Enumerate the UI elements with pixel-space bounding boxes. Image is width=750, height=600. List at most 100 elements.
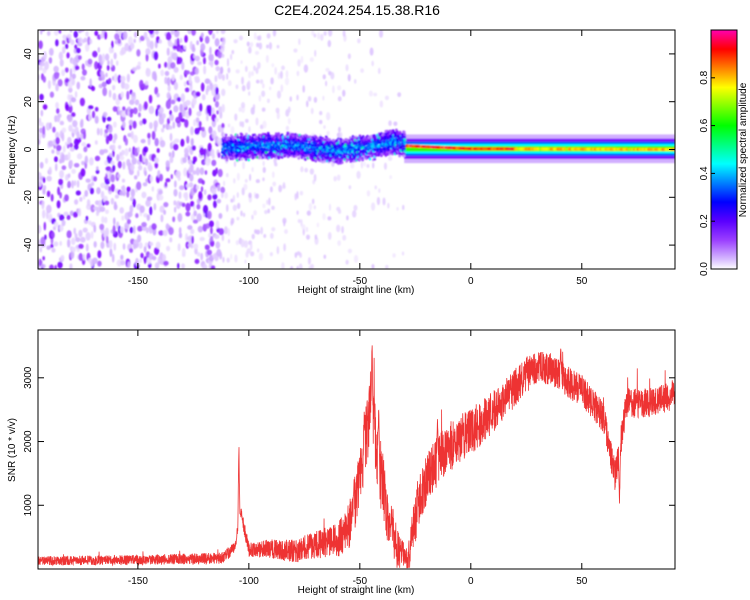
colorbar-ticks: 0.0 0.2 0.4 0.6 0.8 (699, 70, 715, 276)
spectrogram-x-axis-label: Height of straight line (km) (298, 285, 415, 296)
spectrogram-cell (83, 131, 87, 140)
spectrogram-cell (138, 242, 143, 249)
spectrogram-cell (313, 205, 316, 210)
spectrogram-cell (212, 33, 216, 40)
spectrogram-cell (317, 32, 320, 40)
spectrogram-cell (68, 124, 73, 132)
spectrogram-cell (208, 232, 211, 238)
spectrogram-cell (238, 35, 243, 41)
spectrogram-cell (120, 226, 124, 234)
spectrogram-cell (61, 133, 65, 142)
spectrogram-cell (154, 157, 159, 164)
spectrogram-cell (402, 130, 406, 134)
spectrogram-cell (131, 67, 138, 72)
spectrogram-cell (115, 98, 120, 106)
spectrogram-cell (376, 196, 381, 206)
spectrogram-cell (38, 239, 41, 248)
snr-x-tick-label: -100 (239, 576, 259, 587)
spectrogram-cell (209, 240, 215, 247)
spectrogram-cell (250, 143, 254, 147)
spectrogram-cell (235, 84, 239, 90)
spectrogram-cell (172, 45, 177, 50)
spectrogram-cell (112, 144, 116, 152)
spectrogram-cell (347, 74, 351, 82)
spectrogram-cell (385, 264, 389, 269)
spectrogram-cell (97, 250, 102, 259)
spectrogram-cell (229, 53, 233, 60)
spectrogram-cell (113, 73, 118, 83)
spectrogram-cell (326, 130, 330, 136)
spectrogram-cell (58, 30, 62, 34)
spectrogram-cell (61, 219, 66, 227)
spectrogram-cell (194, 258, 200, 264)
spectrogram-cell (336, 224, 341, 233)
spectrogram-cell (139, 258, 142, 263)
spectrogram-cell (62, 145, 66, 153)
spectrogram-cell (371, 162, 375, 169)
spectrogram-cell (280, 70, 283, 80)
spectrogram-cell (349, 151, 352, 155)
spectrogram-cell (149, 206, 153, 216)
spectrogram-cell (129, 204, 134, 214)
spectrogram-cell (322, 74, 326, 80)
spectrogram-cell (108, 239, 113, 249)
spectrogram-cell (272, 30, 277, 37)
spectrogram-cell (142, 118, 147, 125)
spectrogram-cell (384, 153, 388, 157)
spectrogram-cell (366, 190, 371, 197)
spectrogram-cell (69, 147, 75, 152)
spectrogram-cell (190, 126, 194, 136)
spectrogram-cell (360, 161, 364, 169)
spectrogram-cell (216, 248, 222, 257)
spectrogram-cell (193, 210, 197, 217)
spectrogram-cell (76, 131, 80, 140)
spectrogram-cell (170, 174, 173, 180)
spectrogram-cell (269, 252, 273, 257)
spectrogram-cell (117, 174, 121, 179)
spectrogram-cell (398, 154, 402, 158)
spectrogram-cell (137, 61, 141, 67)
spectrogram-cell (281, 262, 285, 269)
spectrogram-cell (340, 161, 344, 164)
spectrogram-cell (196, 203, 201, 210)
spectrogram-cell (383, 162, 388, 170)
spectrogram-cell (148, 164, 153, 172)
spectrogram-cell (403, 138, 407, 142)
spectrogram-cell (322, 213, 326, 221)
spectrogram-cell (121, 215, 125, 221)
spectrogram-cell (154, 30, 159, 35)
spectrogram-cell (40, 30, 43, 35)
spectrogram-cell (236, 202, 241, 210)
spectrogram-cell (309, 168, 315, 175)
spectrogram-cell (85, 232, 91, 241)
spectrogram-cell (221, 127, 224, 132)
spectrogram-cell (42, 256, 45, 261)
spectrogram-cell (402, 204, 405, 211)
spectrogram-cell (84, 155, 89, 164)
spectrogram-cell (347, 248, 353, 254)
spectrogram-cell (159, 140, 166, 148)
spectrogram-cell (137, 164, 143, 171)
spectrogram-cell (59, 59, 64, 67)
spectrogram-cell (328, 203, 332, 211)
spectrogram-cell (134, 99, 140, 106)
spectrogram-cell (223, 180, 226, 187)
spectrogram-cell (198, 121, 202, 128)
spectrogram-cell (345, 259, 349, 265)
spectrogram-cell (143, 146, 149, 153)
spectrogram-cell (401, 251, 405, 256)
spectrogram-cell (276, 90, 282, 99)
spectrogram-cell (87, 58, 93, 65)
spectrogram-cell (42, 209, 46, 219)
spectrogram-cell (265, 54, 269, 63)
spectrogram-cell (145, 53, 149, 62)
spectrogram-cell (281, 65, 285, 71)
spectrogram-cell (38, 40, 43, 50)
spectrogram-cell (284, 229, 288, 234)
spectrogram-cell (161, 113, 166, 119)
spectrogram-cell (56, 144, 62, 152)
spectrogram-cell (154, 86, 159, 95)
spectrogram-cell (222, 256, 225, 263)
spectrogram-cell (164, 61, 168, 68)
spectrogram-cell (38, 121, 44, 127)
